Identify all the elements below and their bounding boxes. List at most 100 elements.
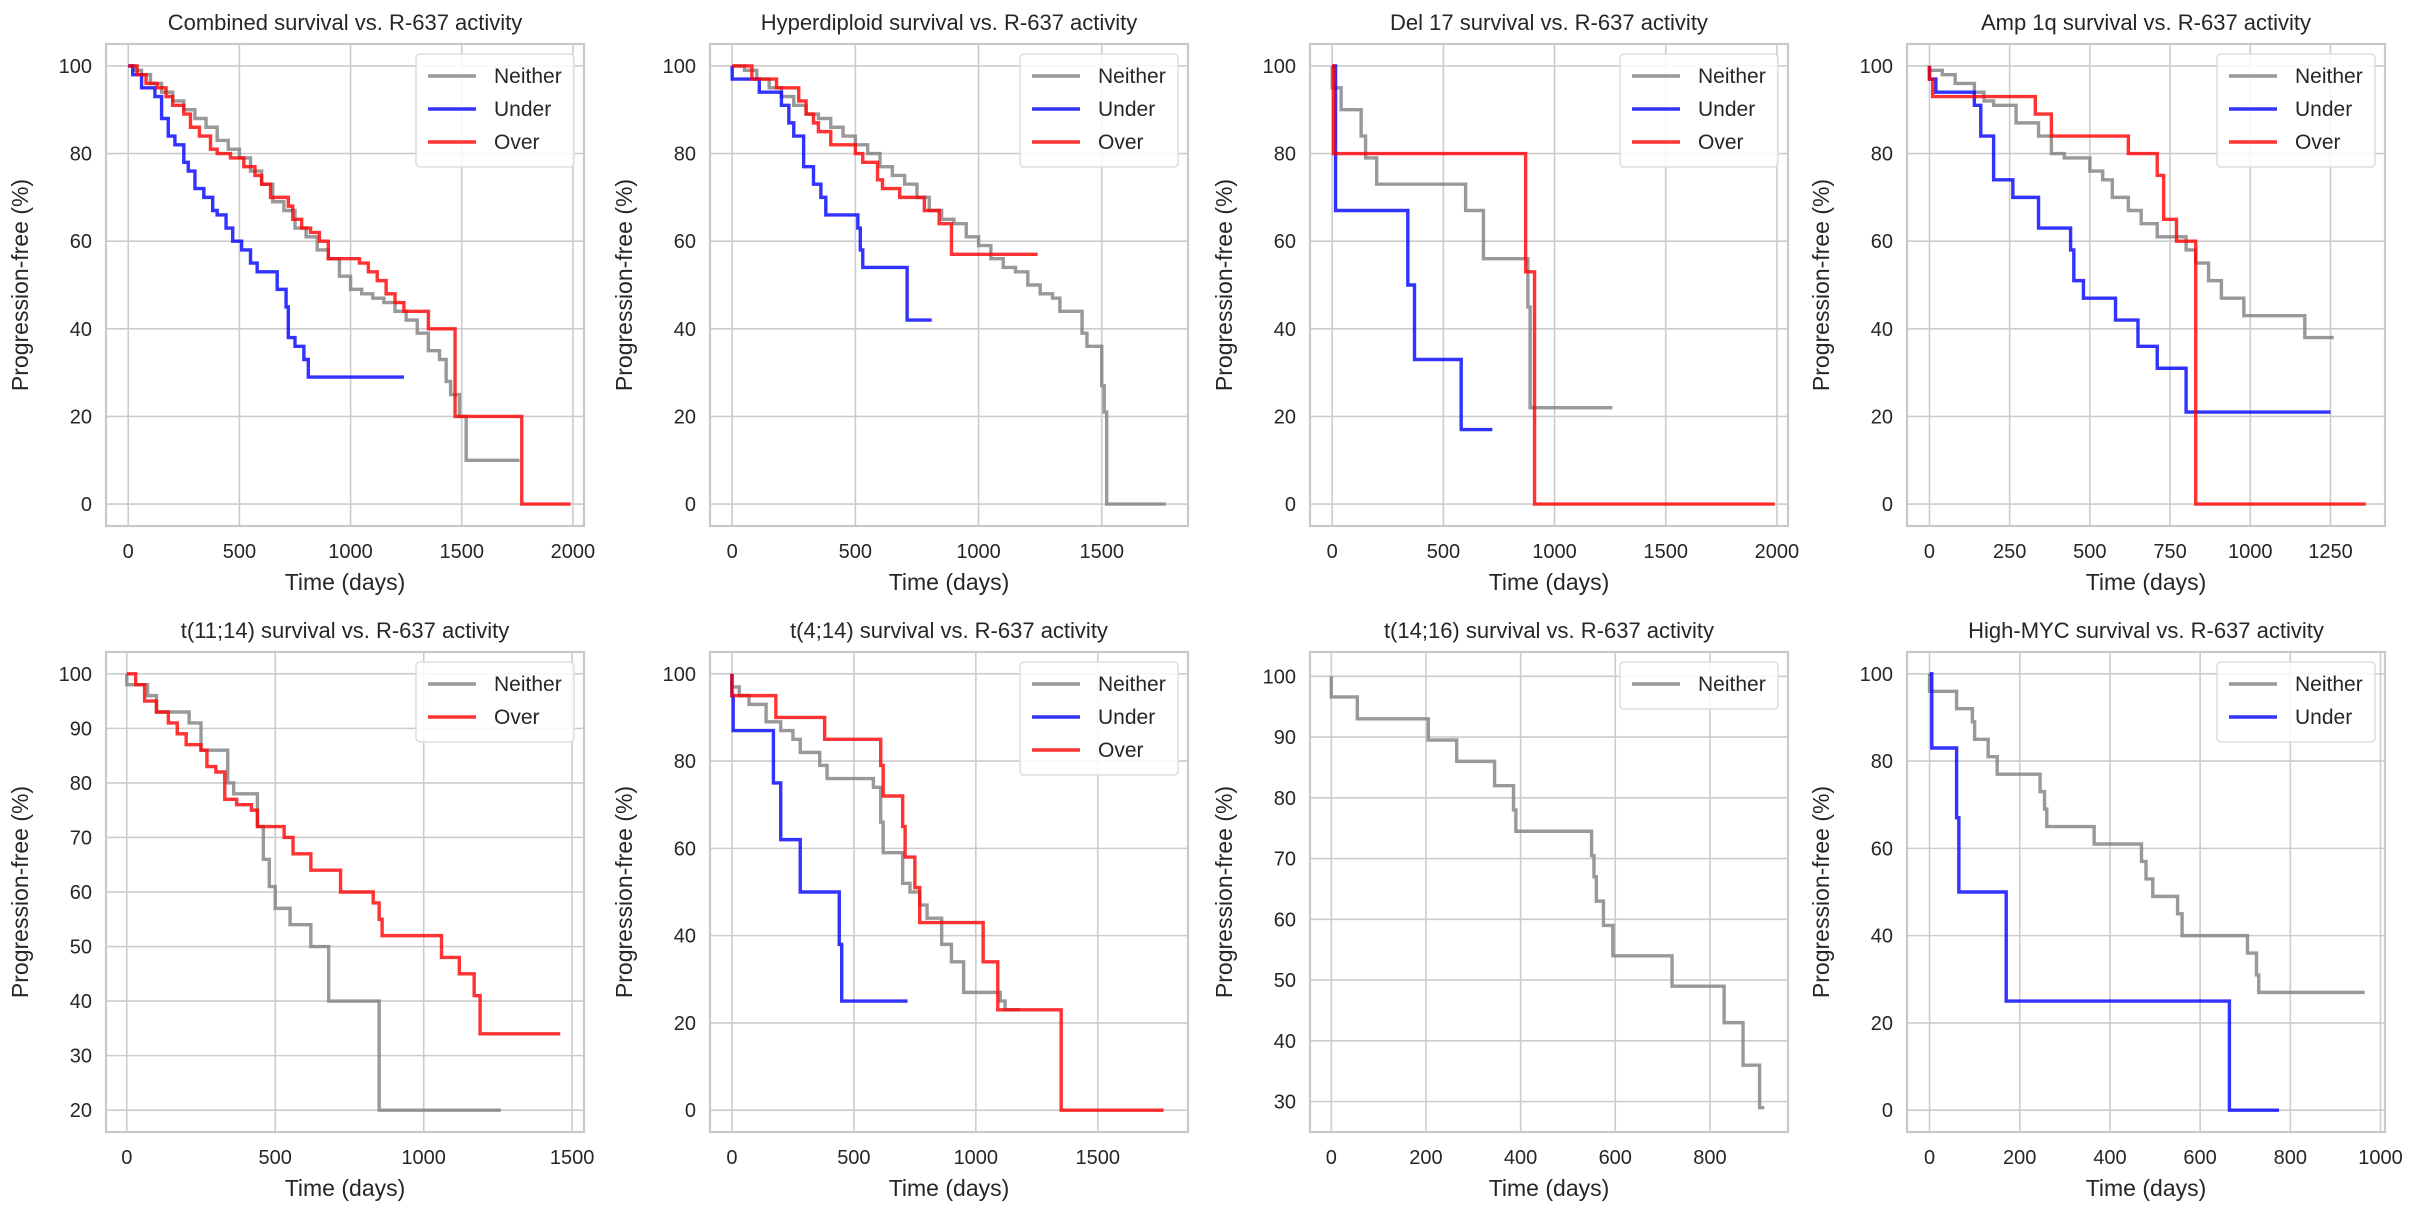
legend: Neither Under Over — [1019, 53, 1179, 168]
x-tick-label: 500 — [1427, 541, 1460, 563]
x-tick-label: 500 — [837, 1147, 870, 1169]
legend-box — [2216, 661, 2376, 743]
legend-label-over: Over — [1098, 739, 1144, 762]
legend-label-over: Over — [1098, 131, 1144, 154]
y-tick-label: 40 — [1274, 319, 1296, 341]
x-tick-label: 500 — [223, 541, 256, 563]
legend: Neither Under Over — [1619, 53, 1779, 168]
axes-frame — [708, 42, 1190, 528]
x-tick-label: 0 — [121, 1147, 132, 1169]
y-tick-label: 100 — [1860, 56, 1893, 78]
x-tick-label: 1000 — [328, 541, 373, 563]
series-line-over — [730, 673, 1164, 1112]
y-tick-label: 20 — [674, 406, 696, 428]
y-tick-label: 100 — [1263, 666, 1296, 688]
chart-title: t(4;14) survival vs. R-637 activity — [790, 618, 1108, 643]
y-tick-label: 40 — [674, 319, 696, 341]
chart-title: Amp 1q survival vs. R-637 activity — [1981, 10, 2311, 35]
axes-frame — [1905, 650, 2387, 1134]
y-tick-label: 100 — [663, 664, 696, 686]
x-tick-label: 800 — [1693, 1147, 1726, 1169]
legend: Neither Under Over — [1019, 661, 1179, 776]
axes-frame — [708, 650, 1190, 1134]
x-tick-label: 1000 — [956, 541, 1001, 563]
legend-box — [415, 53, 575, 168]
y-tick-label: 20 — [1871, 1013, 1893, 1035]
series-line-under — [1927, 65, 2331, 414]
chart-panel-8: 0 200 400 600 800 1000 0 20 40 60 80 100 High-MYC su… — [1808, 618, 2403, 1201]
y-axis-label: Progression-free (%) — [1808, 179, 1834, 391]
x-tick-label: 400 — [1504, 1147, 1537, 1169]
y-tick-label: 60 — [70, 231, 92, 253]
y-tick-label: 50 — [70, 937, 92, 959]
chart-title: Del 17 survival vs. R-637 activity — [1390, 10, 1708, 35]
y-tick-label: 30 — [1274, 1092, 1296, 1114]
y-tick-label: 20 — [70, 1100, 92, 1122]
y-tick-label: 30 — [70, 1046, 92, 1068]
x-tick-label: 500 — [259, 1147, 292, 1169]
series-line-under — [730, 673, 908, 1003]
y-tick-label: 60 — [674, 231, 696, 253]
x-tick-label: 0 — [1327, 541, 1338, 563]
legend-label-over: Over — [1698, 131, 1744, 154]
y-tick-label: 80 — [1274, 788, 1296, 810]
axes-frame — [1308, 42, 1790, 528]
series-line-under — [1929, 672, 2280, 1112]
x-tick-label: 0 — [123, 541, 134, 563]
x-axis-label: Time (days) — [2086, 1175, 2207, 1201]
y-tick-label: 20 — [70, 406, 92, 428]
legend-label-under: Under — [1098, 98, 1155, 121]
y-axis-label: Progression-free (%) — [1211, 179, 1237, 391]
series-line-under — [128, 64, 404, 379]
x-tick-label: 2000 — [1755, 541, 1800, 563]
x-tick-label: 0 — [1924, 1147, 1935, 1169]
legend-box — [1619, 53, 1779, 168]
y-tick-label: 80 — [674, 751, 696, 773]
y-tick-label: 80 — [70, 144, 92, 166]
chart-panel-6: 0 500 1000 1500 0 20 40 60 80 100 t(4;14) survival… — [611, 618, 1190, 1201]
legend-label-neither: Neither — [1098, 65, 1166, 88]
x-tick-label: 2000 — [551, 541, 596, 563]
legend-label-over: Over — [494, 706, 540, 729]
x-tick-label: 1000 — [401, 1147, 446, 1169]
x-tick-label: 1500 — [1080, 541, 1125, 563]
x-tick-label: 1500 — [1076, 1147, 1121, 1169]
axes-frame — [1905, 42, 2387, 528]
legend-label-neither: Neither — [2295, 65, 2363, 88]
x-axis-label: Time (days) — [285, 569, 406, 595]
y-tick-label: 40 — [1871, 926, 1893, 948]
legend: Neither Under — [2216, 661, 2376, 743]
y-tick-label: 0 — [685, 1100, 696, 1122]
y-tick-label: 100 — [59, 56, 92, 78]
y-tick-label: 40 — [70, 991, 92, 1013]
x-tick-label: 1250 — [2308, 541, 2353, 563]
y-tick-label: 40 — [70, 319, 92, 341]
y-axis-label: Progression-free (%) — [611, 786, 637, 998]
legend-label-under: Under — [1698, 98, 1755, 121]
y-tick-label: 80 — [70, 773, 92, 795]
x-axis-label: Time (days) — [1489, 569, 1610, 595]
axes-frame — [104, 650, 586, 1134]
y-tick-label: 20 — [1274, 406, 1296, 428]
legend-label-under: Under — [1098, 706, 1155, 729]
legend-box — [1619, 661, 1779, 710]
chart-panel-4: 0 250 500 750 1000 1250 0 20 40 60 80 100 Amp 1q sur… — [1808, 10, 2387, 595]
chart-panel-7: 0 200 400 600 800 30 40 50 60 70 80 90 100 t(14;16) s… — [1211, 618, 1790, 1201]
x-axis-label: Time (days) — [889, 1175, 1010, 1201]
x-tick-label: 250 — [1993, 541, 2026, 563]
y-tick-label: 60 — [1871, 838, 1893, 860]
y-tick-label: 20 — [674, 1013, 696, 1035]
legend-label-under: Under — [2295, 706, 2352, 729]
x-axis-label: Time (days) — [1489, 1175, 1610, 1201]
y-tick-label: 80 — [1871, 751, 1893, 773]
y-axis-label: Progression-free (%) — [7, 179, 33, 391]
y-tick-label: 70 — [70, 827, 92, 849]
x-tick-label: 0 — [727, 541, 738, 563]
legend-label-neither: Neither — [2295, 673, 2363, 696]
y-tick-label: 60 — [1274, 231, 1296, 253]
x-tick-label: 1500 — [439, 541, 484, 563]
legend-label-neither: Neither — [1698, 65, 1766, 88]
series-line-under — [730, 65, 932, 322]
y-tick-label: 0 — [1285, 494, 1296, 516]
y-tick-label: 50 — [1274, 970, 1296, 992]
